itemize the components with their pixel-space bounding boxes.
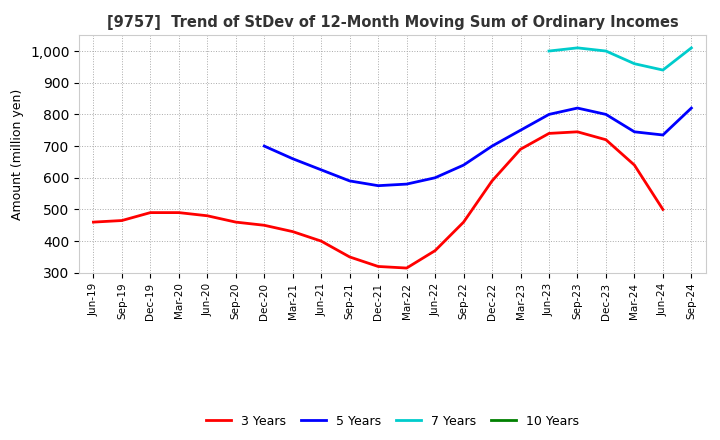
3 Years — [516, 147, 525, 152]
3 Years — [146, 210, 155, 215]
5 Years — [573, 106, 582, 111]
3 Years — [117, 218, 126, 223]
5 Years — [289, 156, 297, 161]
5 Years — [659, 132, 667, 138]
7 Years — [545, 48, 554, 54]
5 Years — [630, 129, 639, 135]
3 Years — [289, 229, 297, 234]
3 Years — [232, 220, 240, 225]
5 Years — [545, 112, 554, 117]
5 Years — [431, 175, 439, 180]
5 Years — [317, 167, 325, 172]
7 Years — [659, 67, 667, 73]
5 Years — [687, 106, 696, 111]
Title: [9757]  Trend of StDev of 12-Month Moving Sum of Ordinary Incomes: [9757] Trend of StDev of 12-Month Moving… — [107, 15, 678, 30]
5 Years — [346, 178, 354, 183]
Legend: 3 Years, 5 Years, 7 Years, 10 Years: 3 Years, 5 Years, 7 Years, 10 Years — [201, 410, 584, 433]
3 Years — [346, 254, 354, 260]
Line: 3 Years: 3 Years — [94, 132, 663, 268]
5 Years — [602, 112, 611, 117]
7 Years — [573, 45, 582, 51]
3 Years — [573, 129, 582, 135]
3 Years — [602, 137, 611, 143]
3 Years — [487, 178, 496, 183]
5 Years — [402, 181, 411, 187]
3 Years — [317, 238, 325, 244]
Y-axis label: Amount (million yen): Amount (million yen) — [12, 88, 24, 220]
Line: 5 Years: 5 Years — [264, 108, 691, 186]
3 Years — [545, 131, 554, 136]
7 Years — [687, 45, 696, 51]
5 Years — [487, 143, 496, 149]
5 Years — [459, 162, 468, 168]
3 Years — [431, 248, 439, 253]
Line: 7 Years: 7 Years — [549, 48, 691, 70]
3 Years — [89, 220, 98, 225]
7 Years — [602, 48, 611, 54]
3 Years — [630, 162, 639, 168]
7 Years — [630, 61, 639, 66]
5 Years — [260, 143, 269, 149]
3 Years — [260, 223, 269, 228]
5 Years — [516, 128, 525, 133]
3 Years — [659, 207, 667, 212]
3 Years — [174, 210, 183, 215]
3 Years — [459, 220, 468, 225]
5 Years — [374, 183, 382, 188]
3 Years — [374, 264, 382, 269]
3 Years — [402, 265, 411, 271]
3 Years — [203, 213, 212, 218]
